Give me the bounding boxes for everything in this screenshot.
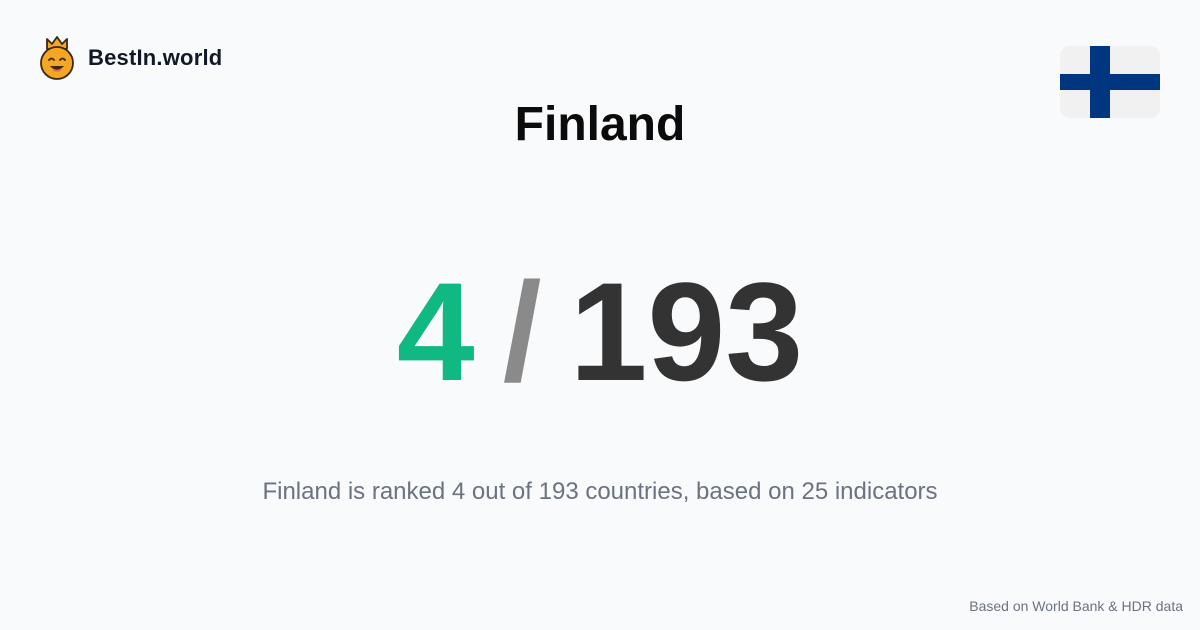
finland-flag-icon: [1060, 46, 1160, 118]
brand-name: BestIn.world: [88, 45, 223, 70]
rank-separator: /: [502, 253, 542, 410]
rank-total: 193: [569, 253, 804, 410]
page-title: Finland: [514, 98, 686, 151]
crowned-smiley-icon: [40, 36, 74, 80]
rank-display: 4 / 193: [0, 262, 1200, 402]
rank-summary: Finland is ranked 4 out of 193 countries…: [262, 478, 938, 505]
rank-value: 4: [396, 253, 475, 410]
data-source-note: Based on World Bank & HDR data: [969, 598, 1183, 614]
brand[interactable]: BestIn.world: [38, 36, 222, 80]
